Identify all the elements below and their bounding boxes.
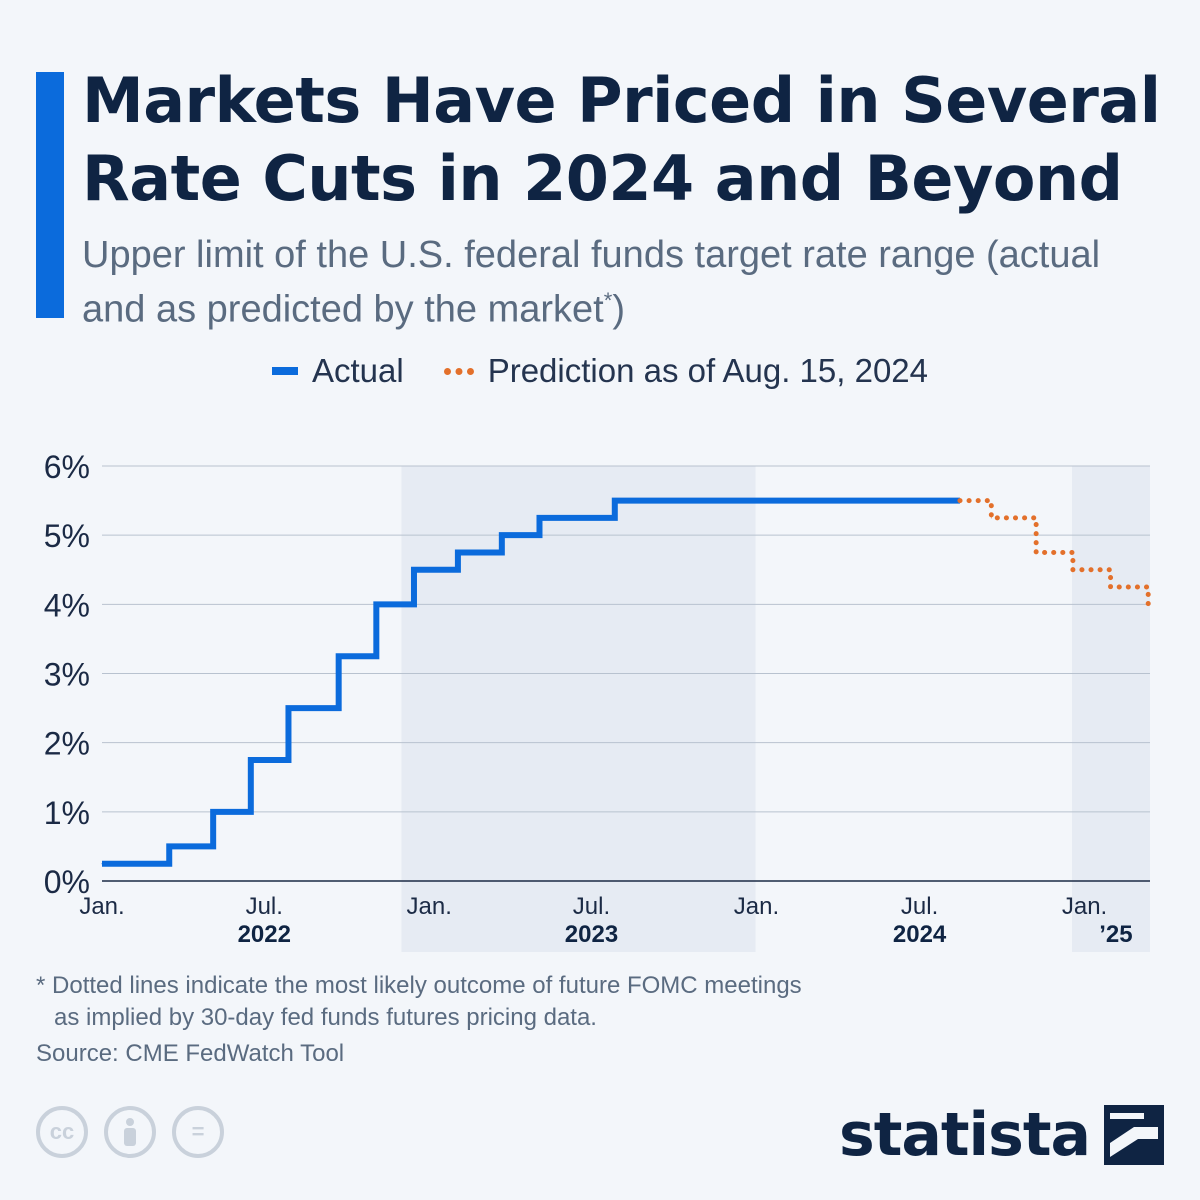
footnote-line-1: * Dotted lines indicate the most likely … [36, 972, 802, 999]
brand-name: statista [838, 1100, 1091, 1170]
year-label: ’25 [1099, 921, 1132, 948]
x-tick-label: Jan. [407, 893, 452, 920]
series-line-actual [102, 497, 960, 867]
y-tick-label: 4% [44, 587, 90, 623]
actual-point-11 [614, 500, 616, 502]
year-label: 2023 [565, 921, 618, 948]
legend-item-actual: Actual [271, 352, 404, 390]
y-tick-label: 3% [44, 657, 90, 693]
y-tick-label: 5% [44, 518, 90, 554]
prediction-point-0 [959, 500, 961, 502]
actual-point-9 [501, 534, 503, 536]
prediction-point-2 [1035, 551, 1037, 553]
legend-swatch-prediction [443, 367, 474, 375]
legend-swatch-actual [271, 367, 298, 375]
legend: Actual Prediction as of Aug. 15, 2024 [0, 352, 1200, 390]
x-tick-label: Jul. [246, 893, 283, 920]
prediction-point-3 [1072, 569, 1074, 571]
shaded-period-0 [401, 466, 756, 952]
actual-point-1 [168, 845, 170, 847]
chart-title: Markets Have Priced in Several Rate Cuts… [82, 64, 1161, 215]
source-note: Source: CME FedWatch Tool [36, 1040, 345, 1067]
year-label: 2024 [893, 921, 947, 948]
accent-bar [36, 72, 64, 318]
legend-item-prediction: Prediction as of Aug. 15, 2024 [443, 352, 929, 390]
legend-label-prediction: Prediction as of Aug. 15, 2024 [487, 352, 929, 389]
x-tick-label: Jan. [734, 893, 779, 920]
rate-chart: 0% 1% 2% 3% 4% 5% 6% Jan. Jul. Jan. Jul. Jan. Jul. Ja… [44, 449, 1153, 952]
actual-point-10 [538, 517, 540, 519]
statista-logo[interactable]: statista [839, 1100, 1164, 1170]
cc-icon[interactable]: cc [36, 1106, 88, 1158]
actual-point-2 [212, 811, 214, 813]
actual-point-6 [375, 603, 377, 605]
chart-subtitle: Upper limit of the U.S. federal funds ta… [82, 234, 1101, 331]
actual-point-0 [101, 863, 103, 865]
no-derivatives-icon[interactable]: = [172, 1106, 224, 1158]
license-icons: cc = [36, 1106, 224, 1158]
prediction-point-5 [1147, 603, 1149, 605]
actual-point-8 [457, 551, 459, 553]
prediction-point-1 [990, 517, 992, 519]
prediction-point-4 [1110, 586, 1112, 588]
footnote-line-2: as implied by 30-day fed funds futures p… [54, 1004, 597, 1031]
actual-point-7 [413, 569, 415, 571]
actual-point-4 [287, 707, 289, 709]
y-tick-label: 6% [44, 449, 90, 485]
actual-point-5 [338, 655, 340, 657]
y-tick-label: 1% [44, 795, 90, 831]
x-tick-label: Jan. [1062, 893, 1107, 920]
y-tick-label: 0% [44, 864, 90, 900]
attribution-icon[interactable] [104, 1106, 156, 1158]
actual-point-3 [250, 759, 252, 761]
series-line-prediction [957, 498, 1153, 607]
legend-label-actual: Actual [311, 352, 404, 389]
prediction-point-6 [1149, 603, 1151, 605]
footnote: * Dotted lines indicate the most likely … [36, 970, 936, 1034]
shaded-period-1 [1072, 466, 1150, 952]
statista-mark-icon [1104, 1105, 1164, 1165]
x-tick-label: Jul. [901, 893, 938, 920]
x-tick-label: Jul. [573, 893, 610, 920]
y-tick-label: 2% [44, 726, 90, 762]
year-label: 2022 [238, 921, 291, 948]
x-tick-label: Jan. [79, 893, 124, 920]
